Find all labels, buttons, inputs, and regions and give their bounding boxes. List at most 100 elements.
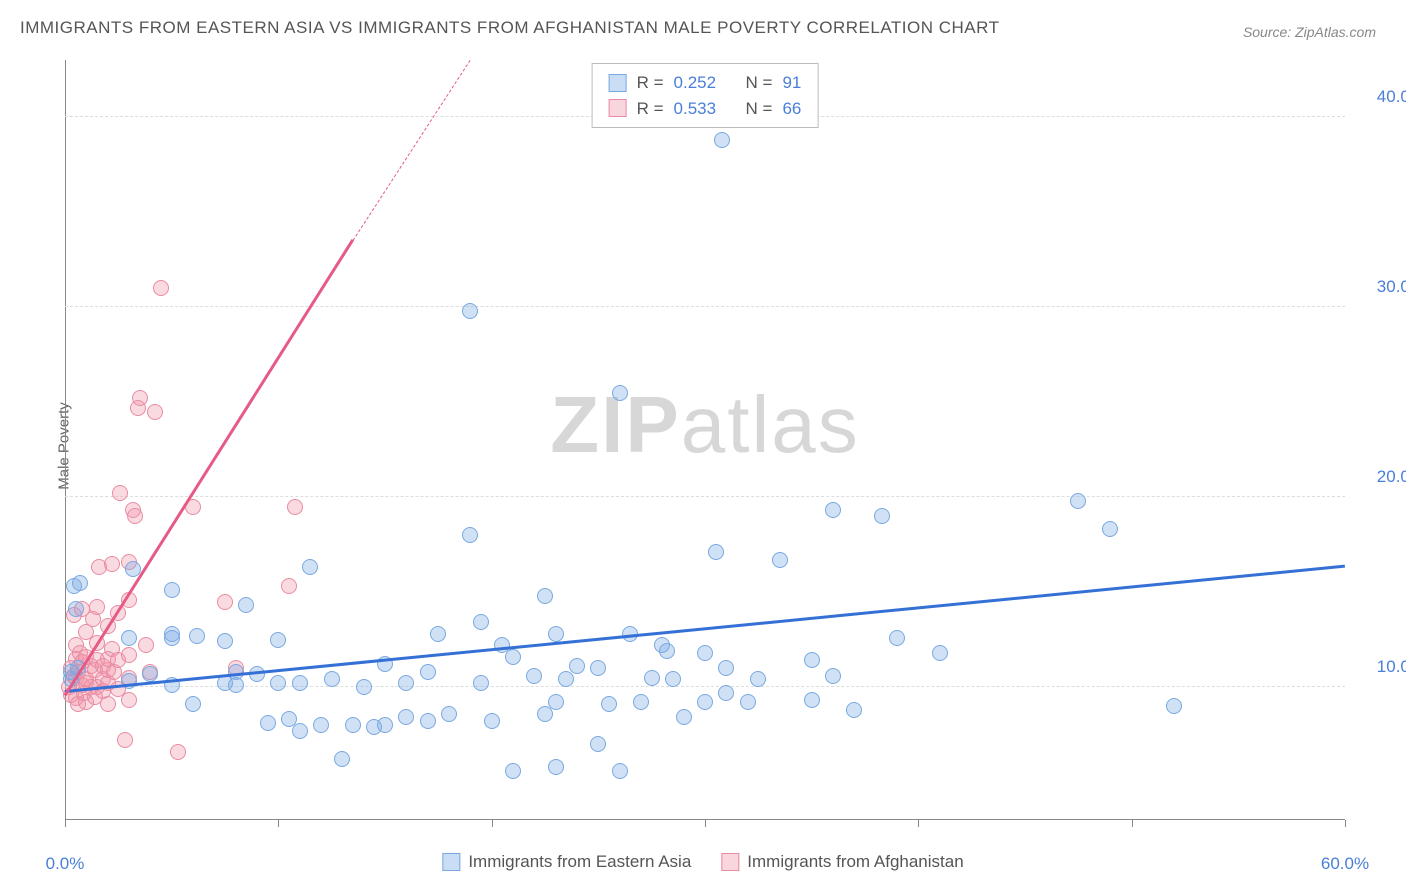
scatter-point-blue: [526, 668, 542, 684]
scatter-point-pink: [217, 594, 233, 610]
scatter-point-blue: [142, 666, 158, 682]
scatter-point-blue: [558, 671, 574, 687]
scatter-point-pink: [112, 485, 128, 501]
scatter-point-pink: [121, 647, 137, 663]
x-tick: [65, 820, 66, 827]
stat-r-value-pink: 0.533: [674, 96, 717, 122]
scatter-point-blue: [270, 675, 286, 691]
scatter-point-blue: [430, 626, 446, 642]
swatch-pink-icon: [721, 853, 739, 871]
x-tick: [1345, 820, 1346, 827]
x-tick-label-max: 60.0%: [1321, 854, 1369, 874]
scatter-point-blue: [718, 660, 734, 676]
scatter-point-blue: [1102, 521, 1118, 537]
stat-r-value-blue: 0.252: [674, 70, 717, 96]
scatter-point-blue: [708, 544, 724, 560]
y-tick-label: 40.0%: [1355, 87, 1406, 107]
scatter-point-pink: [121, 692, 137, 708]
scatter-point-blue: [217, 633, 233, 649]
x-tick: [492, 820, 493, 827]
scatter-point-blue: [185, 696, 201, 712]
legend-label-blue: Immigrants from Eastern Asia: [468, 852, 691, 872]
scatter-point-pink: [138, 637, 154, 653]
scatter-point-blue: [441, 706, 457, 722]
scatter-point-blue: [473, 614, 489, 630]
scatter-point-blue: [473, 675, 489, 691]
y-tick-label: 30.0%: [1355, 277, 1406, 297]
legend-label-pink: Immigrants from Afghanistan: [747, 852, 963, 872]
scatter-point-blue: [676, 709, 692, 725]
scatter-point-pink: [170, 744, 186, 760]
scatter-point-blue: [569, 658, 585, 674]
scatter-point-blue: [548, 759, 564, 775]
x-tick: [1132, 820, 1133, 827]
scatter-point-blue: [659, 643, 675, 659]
gridline: [65, 686, 1345, 687]
scatter-point-blue: [825, 668, 841, 684]
scatter-point-blue: [772, 552, 788, 568]
scatter-point-blue: [462, 527, 478, 543]
scatter-point-pink: [104, 556, 120, 572]
stat-n-value-blue: 91: [782, 70, 801, 96]
watermark-rest: atlas: [681, 380, 860, 469]
scatter-point-blue: [420, 713, 436, 729]
scatter-point-pink: [281, 578, 297, 594]
scatter-point-blue: [1166, 698, 1182, 714]
scatter-point-blue: [505, 763, 521, 779]
legend-item-pink: Immigrants from Afghanistan: [721, 852, 963, 872]
scatter-point-blue: [825, 502, 841, 518]
scatter-point-pink: [132, 390, 148, 406]
scatter-point-pink: [127, 508, 143, 524]
source-attribution: Source: ZipAtlas.com: [1243, 24, 1376, 40]
scatter-point-blue: [398, 709, 414, 725]
scatter-point-blue: [590, 736, 606, 752]
scatter-point-blue: [324, 671, 340, 687]
stats-row-blue: R = 0.252 N = 91: [609, 70, 802, 96]
scatter-point-blue: [189, 628, 205, 644]
scatter-point-blue: [121, 630, 137, 646]
scatter-point-blue: [804, 692, 820, 708]
x-tick: [705, 820, 706, 827]
y-axis-line: [65, 60, 66, 820]
scatter-point-blue: [292, 723, 308, 739]
scatter-point-blue: [462, 303, 478, 319]
scatter-point-blue: [72, 575, 88, 591]
stat-r-label: R =: [637, 96, 664, 122]
scatter-point-blue: [804, 652, 820, 668]
trend-line-blue: [65, 564, 1345, 692]
stat-r-label: R =: [637, 70, 664, 96]
y-tick-label: 20.0%: [1355, 467, 1406, 487]
swatch-blue-icon: [442, 853, 460, 871]
x-tick-label-min: 0.0%: [46, 854, 85, 874]
scatter-point-pink: [117, 732, 133, 748]
scatter-point-blue: [270, 632, 286, 648]
scatter-point-blue: [484, 713, 500, 729]
scatter-point-blue: [846, 702, 862, 718]
scatter-point-blue: [612, 385, 628, 401]
scatter-point-blue: [714, 132, 730, 148]
scatter-point-blue: [334, 751, 350, 767]
scatter-point-blue: [697, 645, 713, 661]
scatter-point-blue: [260, 715, 276, 731]
y-tick-label: 10.0%: [1355, 657, 1406, 677]
legend-item-blue: Immigrants from Eastern Asia: [442, 852, 691, 872]
stat-n-label: N =: [746, 70, 773, 96]
scatter-point-blue: [164, 626, 180, 642]
scatter-point-blue: [548, 626, 564, 642]
scatter-point-blue: [68, 601, 84, 617]
scatter-point-blue: [874, 508, 890, 524]
scatter-point-blue: [356, 679, 372, 695]
x-tick: [278, 820, 279, 827]
scatter-point-blue: [665, 671, 681, 687]
x-tick: [918, 820, 919, 827]
correlation-stats-box: R = 0.252 N = 91 R = 0.533 N = 66: [592, 63, 819, 128]
scatter-point-blue: [750, 671, 766, 687]
chart-title: IMMIGRANTS FROM EASTERN ASIA VS IMMIGRAN…: [20, 18, 1000, 38]
scatter-point-blue: [590, 660, 606, 676]
scatter-point-blue: [740, 694, 756, 710]
scatter-point-blue: [644, 670, 660, 686]
scatter-point-blue: [345, 717, 361, 733]
scatter-point-blue: [633, 694, 649, 710]
swatch-blue-icon: [609, 74, 627, 92]
scatter-point-blue: [292, 675, 308, 691]
